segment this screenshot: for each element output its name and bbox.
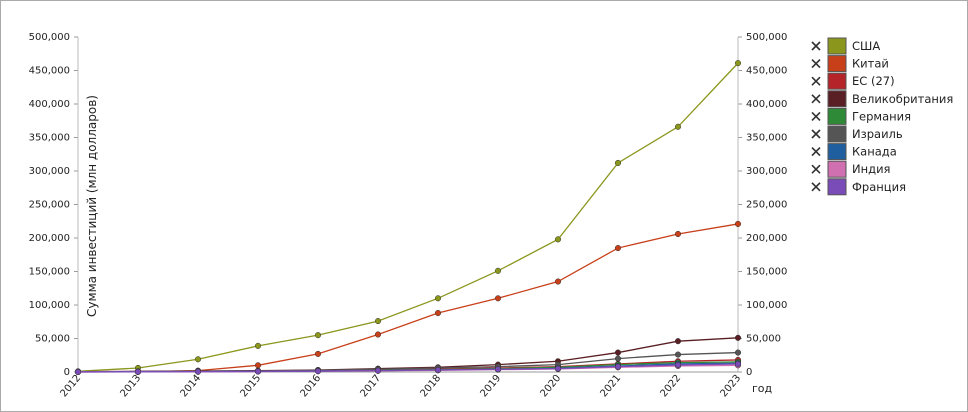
data-point: [734, 220, 742, 227]
data-point: [254, 342, 262, 349]
y2-tick-label: 50,000: [746, 334, 781, 345]
legend-label[interactable]: Великобритания: [852, 92, 953, 106]
legend-label[interactable]: Канада: [852, 145, 897, 159]
y-tick-label: 100,000: [29, 300, 70, 311]
y-tick-label: 300,000: [29, 166, 70, 177]
legend-swatch[interactable]: [827, 107, 847, 125]
y-tick-label: 500,000: [29, 32, 70, 43]
legend-swatch[interactable]: [827, 55, 847, 73]
legend-toggle[interactable]: [811, 111, 821, 121]
data-point: [734, 60, 742, 67]
legend-swatch[interactable]: [827, 37, 847, 55]
legend-label[interactable]: Израиль: [852, 127, 903, 141]
data-point: [314, 332, 322, 339]
data-point: [74, 368, 82, 375]
data-point: [494, 267, 502, 274]
legend-swatch[interactable]: [827, 90, 847, 108]
data-point: [614, 363, 622, 370]
data-point: [374, 367, 382, 374]
data-point: [734, 334, 742, 341]
legend-toggle[interactable]: [811, 76, 821, 86]
data-point: [674, 338, 682, 345]
data-point: [254, 362, 262, 369]
data-point: [734, 349, 742, 356]
data-point: [554, 365, 562, 372]
legend-toggle[interactable]: [811, 94, 821, 104]
data-point: [674, 361, 682, 369]
legend-toggle[interactable]: [811, 59, 821, 69]
legend-label[interactable]: США: [852, 39, 880, 53]
legend-label[interactable]: Китай: [852, 57, 889, 71]
data-point: [374, 331, 382, 338]
x-axis-label: год: [752, 382, 773, 395]
data-point: [494, 295, 502, 302]
data-point: [134, 368, 142, 375]
data-point: [254, 368, 262, 375]
y-axis-label: Сумма инвестиций (млн долларов): [85, 95, 99, 317]
data-point: [614, 159, 622, 167]
legend-toggle[interactable]: [811, 182, 821, 192]
data-point: [194, 356, 202, 363]
y-tick-label: 0: [64, 367, 70, 378]
y2-tick-label: 150,000: [746, 267, 787, 278]
y2-tick-label: 300,000: [746, 166, 787, 177]
data-point: [434, 309, 442, 317]
y-tick-label: 150,000: [29, 267, 70, 278]
y-tick-label: 400,000: [29, 99, 70, 110]
data-point: [674, 351, 682, 358]
legend-swatch[interactable]: [827, 143, 847, 161]
y-tick-label: 250,000: [29, 200, 70, 211]
data-point: [554, 236, 562, 243]
y2-tick-label: 250,000: [746, 200, 787, 211]
y2-tick-label: 100,000: [746, 300, 787, 311]
legend-swatch[interactable]: [827, 125, 847, 143]
series-line: [77, 62, 739, 372]
series-line: [77, 363, 739, 373]
legend-toggle[interactable]: [811, 147, 821, 157]
data-point: [374, 318, 382, 325]
data-point: [734, 360, 742, 368]
data-point: [614, 355, 622, 362]
data-point: [614, 245, 622, 252]
data-point: [194, 368, 202, 375]
legend-label[interactable]: Германия: [852, 109, 911, 123]
legend-toggle[interactable]: [811, 129, 821, 139]
data-point: [434, 295, 442, 302]
y-tick-label: 450,000: [29, 66, 70, 77]
legend-toggle[interactable]: [811, 164, 821, 174]
legend-swatch[interactable]: [827, 72, 847, 90]
y2-tick-label: 200,000: [746, 233, 787, 244]
data-point: [314, 350, 322, 357]
data-point: [674, 123, 682, 130]
y2-tick-label: 450,000: [746, 66, 787, 77]
legend-swatch[interactable]: [827, 178, 847, 196]
legend-toggle[interactable]: [811, 41, 821, 51]
y2-tick-label: 0: [746, 367, 752, 378]
legend-swatch[interactable]: [827, 160, 847, 178]
y-tick-label: 200,000: [29, 233, 70, 244]
legend-label[interactable]: Франция: [852, 180, 906, 194]
data-point: [614, 349, 622, 356]
data-point: [314, 368, 322, 375]
y2-tick-label: 350,000: [746, 133, 787, 144]
y2-tick-label: 500,000: [746, 32, 787, 43]
data-point: [434, 366, 442, 374]
y2-tick-label: 400,000: [746, 99, 787, 110]
y-tick-label: 50,000: [35, 334, 70, 345]
data-point: [554, 278, 562, 285]
data-point: [674, 230, 682, 238]
legend-label[interactable]: Индия: [852, 162, 890, 176]
data-point: [494, 366, 502, 373]
legend-label[interactable]: ЕС (27): [852, 74, 895, 88]
y-tick-label: 350,000: [29, 133, 70, 144]
